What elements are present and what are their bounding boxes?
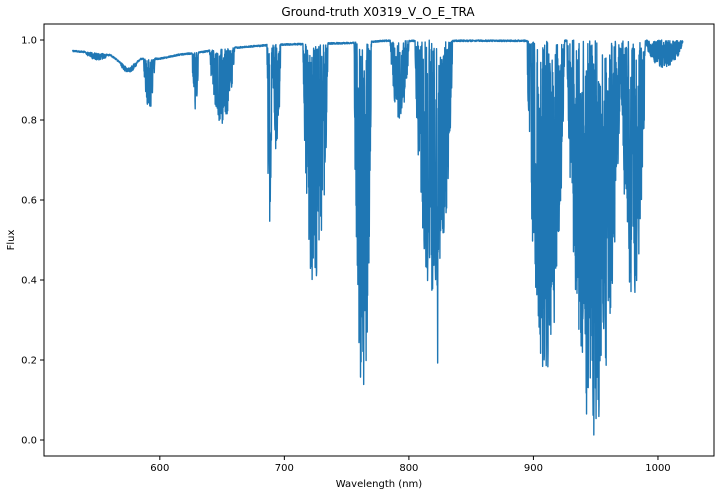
y-tick-label: 0.6 xyxy=(21,196,37,207)
x-tick-label: 1000 xyxy=(645,463,670,474)
series-line-flux xyxy=(71,39,684,436)
y-tick-label: 1.0 xyxy=(21,36,37,47)
y-tick-label: 0.8 xyxy=(21,116,37,127)
x-tick-label: 900 xyxy=(524,463,543,474)
y-tick-label: 0.0 xyxy=(21,436,37,447)
chart-title: Ground-truth X0319_V_O_E_TRA xyxy=(281,5,475,19)
y-axis-ticks: 0.0 0.2 0.4 0.6 0.8 1.0 xyxy=(21,36,44,447)
x-axis-ticks: 600 700 800 900 1000 xyxy=(150,456,671,474)
y-tick-label: 0.2 xyxy=(21,356,37,367)
plot-area xyxy=(71,39,684,436)
plot-frame xyxy=(43,23,715,457)
x-axis-label: Wavelength (nm) xyxy=(336,479,422,490)
x-tick-label: 600 xyxy=(150,463,169,474)
y-tick-label: 0.4 xyxy=(21,276,37,287)
x-tick-label: 800 xyxy=(399,463,418,474)
x-tick-label: 700 xyxy=(275,463,294,474)
y-axis-label: Flux xyxy=(6,230,17,251)
